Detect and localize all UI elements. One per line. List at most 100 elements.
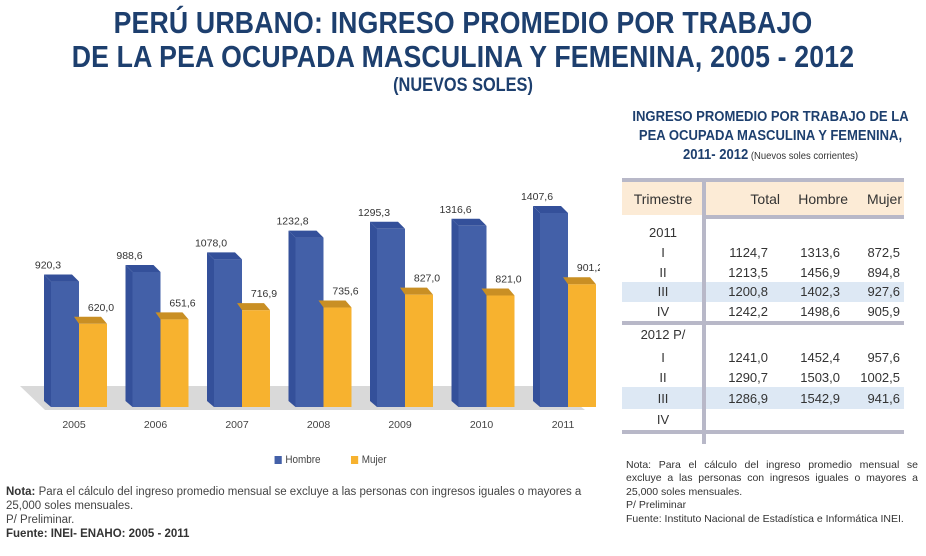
- hombre-cell: 1456,9: [800, 264, 840, 280]
- total-cell: 1200,8: [728, 284, 768, 300]
- table-title-line3: 2011- 2012 (Nuevos soles corrientes): [631, 146, 911, 166]
- value-label-mujer-2009: 827,0: [414, 273, 440, 285]
- bar-hombre-2008: [295, 237, 324, 407]
- main-title-line2: DE LA PEA OCUPADA MASCULINA Y FEMENINA, …: [71, 39, 855, 74]
- total-cell: 1290,7: [728, 369, 768, 385]
- table-row: IV 1242,2 1498,6 905,9: [622, 302, 904, 322]
- total-cell: 1242,2: [728, 303, 768, 319]
- value-label-mujer-2005: 620,0: [88, 302, 114, 314]
- x-tick-2007: 2007: [225, 419, 249, 431]
- table-header-row: Trimestre Total Hombre Mujer: [622, 182, 904, 215]
- table-year-row: 2011: [622, 221, 904, 243]
- legend-swatch-hombre: [274, 456, 282, 464]
- bar-hombre-2006: [132, 271, 161, 407]
- legend-label-hombre: Hombre: [285, 454, 321, 466]
- value-label-mujer-2007: 716,9: [251, 288, 277, 300]
- chart-nota: Nota: Para el cálculo del ingreso promed…: [6, 485, 606, 513]
- legend-item-mujer: Mujer: [351, 454, 387, 466]
- value-label-hombre-2008: 1232,8: [276, 216, 308, 228]
- table-row: I 1124,7 1313,6 872,5: [622, 243, 904, 263]
- x-tick-2006: 2006: [144, 419, 168, 431]
- x-tick-2005: 2005: [62, 419, 86, 431]
- value-label-hombre-2005: 920,3: [35, 260, 61, 272]
- bar-hombre-2011-top: [533, 206, 568, 213]
- mujer-cell: 957,6: [867, 350, 900, 366]
- quarter-cell: III: [657, 284, 669, 300]
- quarter-cell: II: [659, 264, 667, 280]
- value-label-mujer-2006: 651,6: [169, 297, 195, 309]
- legend-swatch-mujer: [351, 456, 359, 464]
- header-mujer: Mujer: [866, 190, 902, 207]
- table-title-line1: INGRESO PROMEDIO POR TRABAJO DE LA: [632, 109, 909, 125]
- mujer-cell: 872,5: [867, 245, 900, 261]
- x-tick-2008: 2008: [307, 419, 331, 431]
- table-title: INGRESO PROMEDIO POR TRABAJO DE LA PEA O…: [615, 108, 926, 166]
- hombre-cell: 1452,4: [800, 350, 840, 366]
- value-label-mujer-2008: 735,6: [332, 286, 358, 298]
- total-cell: 1241,0: [728, 350, 768, 366]
- quarter-cell: IV: [656, 412, 670, 427]
- bar-hombre-2009: [377, 228, 405, 407]
- bar-mujer-2010-top: [481, 288, 515, 296]
- table-group-rule: [622, 321, 904, 325]
- table-row: I 1241,0 1452,4 957,6: [622, 348, 904, 368]
- bar-hombre-2010-top: [451, 218, 487, 226]
- bar-mujer-2009: [405, 294, 433, 407]
- quarterly-income-table: Trimestre Total Hombre Mujer 2011 I 1124…: [622, 178, 904, 444]
- bar-mujer-2007: [242, 310, 270, 407]
- table-nota: Nota: Para el cálculo del ingreso promed…: [626, 459, 918, 498]
- chart-notes: Nota: Para el cálculo del ingreso promed…: [6, 485, 606, 541]
- bar-hombre-2005: [51, 281, 79, 407]
- table-header-rule: [704, 215, 904, 219]
- total-cell: 1213,5: [728, 264, 768, 280]
- hombre-cell: 1313,6: [800, 245, 840, 261]
- bar-mujer-2005: [79, 323, 107, 407]
- header-total: Total: [750, 190, 780, 207]
- total-cell: 1124,7: [729, 245, 768, 261]
- bar-mujer-2009-top: [400, 287, 433, 295]
- value-label-hombre-2009: 1295,3: [358, 207, 390, 219]
- legend-label-mujer: Mujer: [361, 454, 387, 466]
- quarter-cell: III: [657, 390, 669, 406]
- bar-hombre-2007-top: [207, 252, 242, 260]
- chart-nota-text: Para el cálculo del ingreso promedio men…: [6, 486, 582, 512]
- bar-mujer-2011-top: [563, 277, 596, 285]
- table-row: II 1290,7 1503,0 1002,5: [622, 368, 904, 388]
- bar-hombre-2010: [458, 225, 487, 407]
- bar-mujer-2007-top: [237, 303, 270, 311]
- year-label: 2011: [649, 224, 677, 240]
- total-cell: 1286,9: [728, 390, 768, 406]
- x-tick-2011: 2011: [552, 419, 575, 431]
- table-title-line2: PEA OCUPADA MASCULINA Y FEMENINA,: [638, 128, 903, 144]
- bar-hombre-2008-top: [288, 230, 324, 238]
- mujer-cell: 894,8: [867, 264, 900, 280]
- main-title-units: (NUEVOS SOLES): [393, 75, 533, 96]
- header-trimestre: Trimestre: [633, 190, 693, 207]
- value-label-mujer-2010: 821,0: [495, 274, 521, 286]
- chart-preliminar: P/ Preliminar.: [6, 514, 75, 526]
- table-row: II 1213,5 1456,9 894,8: [622, 263, 904, 283]
- table-row: IV: [622, 409, 904, 430]
- bar-hombre-2011: [540, 213, 568, 407]
- value-label-hombre-2011: 1407,6: [521, 191, 553, 203]
- table-column-rule: [702, 182, 706, 444]
- mujer-cell: 941,6: [867, 390, 900, 406]
- chart-nota-label: Nota:: [6, 486, 36, 498]
- hombre-cell: 1503,0: [800, 369, 840, 385]
- bar-mujer-2011: [568, 284, 596, 407]
- value-labels-group: 920,3 620,0 988,6 651,6 1078,0 716,9 1232,8 735…: [35, 191, 600, 314]
- bar-hombre-2009-top: [370, 221, 405, 229]
- chart-legend: Hombre Mujer: [272, 454, 389, 466]
- quarter-cell: IV: [656, 303, 670, 319]
- main-title: PERÚ URBANO: INGRESO PROMEDIO POR TRABAJ…: [0, 6, 926, 98]
- chart-source: Fuente: INEI- ENAHO: 2005 - 2011: [6, 528, 190, 540]
- x-tick-2009: 2009: [388, 419, 412, 431]
- mujer-cell: 1002,5: [860, 369, 900, 385]
- bar-mujer-2008-top: [318, 300, 352, 308]
- hombre-cell: 1542,9: [800, 390, 840, 406]
- x-tick-labels-group: 2005 2006 2007 2008 2009 2010 2011: [62, 419, 574, 431]
- table-row: III 1200,8 1402,3 927,6: [622, 282, 904, 302]
- x-tick-2010: 2010: [470, 419, 494, 431]
- value-label-hombre-2010: 1316,6: [439, 204, 471, 216]
- quarter-cell: I: [661, 245, 665, 261]
